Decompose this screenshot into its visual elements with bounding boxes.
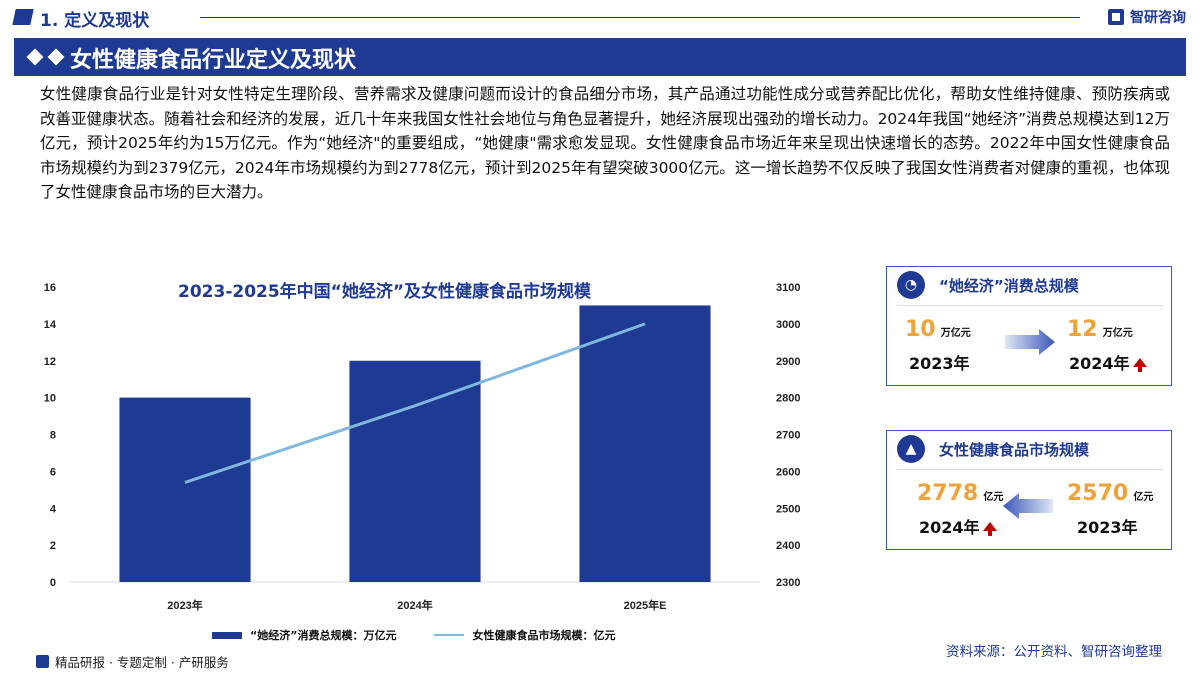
left-y-tick-label: 8 <box>50 430 56 442</box>
left-y-tick-label: 14 <box>44 319 57 331</box>
brand-name: 智研咨询 <box>1130 10 1186 26</box>
source-note: 资料来源：公开资料、智研咨询整理 <box>946 644 1162 660</box>
value-unit: 万亿元 <box>940 328 971 339</box>
section-marker-icon <box>12 9 34 25</box>
year-label: 2024年 <box>919 518 980 537</box>
right-y-tick-label: 2400 <box>776 540 800 552</box>
x-tick-label: 2025年E <box>624 598 667 612</box>
right-y-tick-label: 3000 <box>776 319 800 331</box>
legend-bar-swatch <box>212 631 242 639</box>
diamond-icon <box>47 48 65 66</box>
value-unit: 万亿元 <box>1102 328 1133 339</box>
legend-line-swatch <box>434 634 465 636</box>
card1-right-year: 2024年 <box>1069 350 1147 374</box>
right-y-tick-label: 2900 <box>776 356 800 368</box>
growth-chart-icon: ▲ <box>897 435 925 463</box>
top-divider <box>200 17 1080 18</box>
value-number: 2778 <box>917 481 979 506</box>
footer-logo-icon <box>36 655 49 668</box>
card-header: ◔ “她经济”消费总规模 <box>887 267 1171 303</box>
bar <box>119 397 251 582</box>
value-number: 10 <box>905 317 936 342</box>
left-y-tick-label: 10 <box>44 393 56 405</box>
value-unit: 亿元 <box>983 492 1004 503</box>
left-y-tick-label: 6 <box>50 466 56 478</box>
left-arrow-icon <box>1003 493 1053 519</box>
card2-right-value: 2570 亿元 <box>1067 481 1153 506</box>
right-y-tick-label: 2700 <box>776 430 800 442</box>
right-y-tick-label: 2800 <box>776 393 800 405</box>
right-y-tick-label: 2300 <box>776 577 800 589</box>
page-title: 女性健康食品行业定义及现状 <box>70 48 357 73</box>
pie-chart-icon: ◔ <box>897 271 925 299</box>
card-header: ▲ 女性健康食品市场规模 <box>887 431 1171 467</box>
right-y-tick-label: 2600 <box>776 466 800 478</box>
card2-left-year: 2024年 <box>919 514 997 538</box>
brand: 智研咨询 <box>1108 7 1186 27</box>
up-arrow-icon <box>982 522 997 536</box>
left-y-tick-label: 12 <box>44 356 56 368</box>
left-y-tick-label: 2 <box>50 540 56 552</box>
card1-left-year: 2023年 <box>909 354 970 373</box>
x-tick-label: 2023年 <box>167 598 202 612</box>
brand-logo-icon <box>1108 9 1124 25</box>
bar <box>579 305 711 582</box>
health-food-card: ▲ 女性健康食品市场规模 2778 亿元 2024年 2570 亿元 2023年 <box>886 430 1172 550</box>
x-tick-label: 2024年 <box>397 598 432 612</box>
right-y-tick-label: 2500 <box>776 503 800 515</box>
card2-right-year: 2023年 <box>1077 518 1138 537</box>
left-y-tick-label: 0 <box>50 577 56 589</box>
line-series <box>184 322 646 484</box>
bar <box>349 360 481 582</box>
card-title: 女性健康食品市场规模 <box>939 441 1090 459</box>
card1-right-value: 12 万亿元 <box>1067 317 1133 342</box>
chart-legend: “她经济”消费总规模：万亿元 女性健康食品市场规模：亿元 <box>212 627 615 643</box>
card1-left-value: 10 万亿元 <box>905 317 971 342</box>
legend-line-label: 女性健康食品市场规模：亿元 <box>472 629 616 642</box>
intro-paragraph: 女性健康食品行业是针对女性特定生理阶段、营养需求及健康问题而设计的食品细分市场，… <box>40 85 1170 201</box>
card-divider <box>897 469 1163 470</box>
card-divider <box>897 305 1163 306</box>
value-number: 2570 <box>1067 481 1129 506</box>
chart-title: 2023-2025年中国“她经济”及女性健康食品市场规模 <box>178 282 592 302</box>
card-title: “她经济”消费总规模 <box>939 277 1079 295</box>
left-y-tick-label: 16 <box>44 282 56 294</box>
up-arrow-icon <box>1132 358 1147 372</box>
left-y-tick-label: 4 <box>50 503 57 515</box>
year-label: 2024年 <box>1069 354 1130 373</box>
card2-left-value: 2778 亿元 <box>917 481 1003 506</box>
she-economy-card: ◔ “她经济”消费总规模 10 万亿元 2023年 12 万亿元 2024年 <box>886 266 1172 386</box>
legend-bar-label: “她经济”消费总规模：万亿元 <box>250 629 397 642</box>
footer-tagline: 精品研报 · 专题定制 · 产研服务 <box>36 652 229 671</box>
section-title: 1. 定义及现状 <box>40 11 150 31</box>
value-number: 12 <box>1067 317 1098 342</box>
top-bar: 1. 定义及现状 智研咨询 <box>0 0 1200 36</box>
right-arrow-icon <box>1005 329 1055 355</box>
market-chart: 0 2 4 6 8 10 12 14 16 2300 2400 2500 2600 2700 2800 290… <box>44 282 801 612</box>
value-unit: 亿元 <box>1133 492 1154 503</box>
footer-tagline-text: 精品研报 · 专题定制 · 产研服务 <box>55 655 229 670</box>
diamond-icons <box>26 48 65 66</box>
right-y-tick-label: 3100 <box>776 282 800 294</box>
title-band: 女性健康食品行业定义及现状 <box>14 38 1186 76</box>
diamond-icon <box>26 48 44 66</box>
